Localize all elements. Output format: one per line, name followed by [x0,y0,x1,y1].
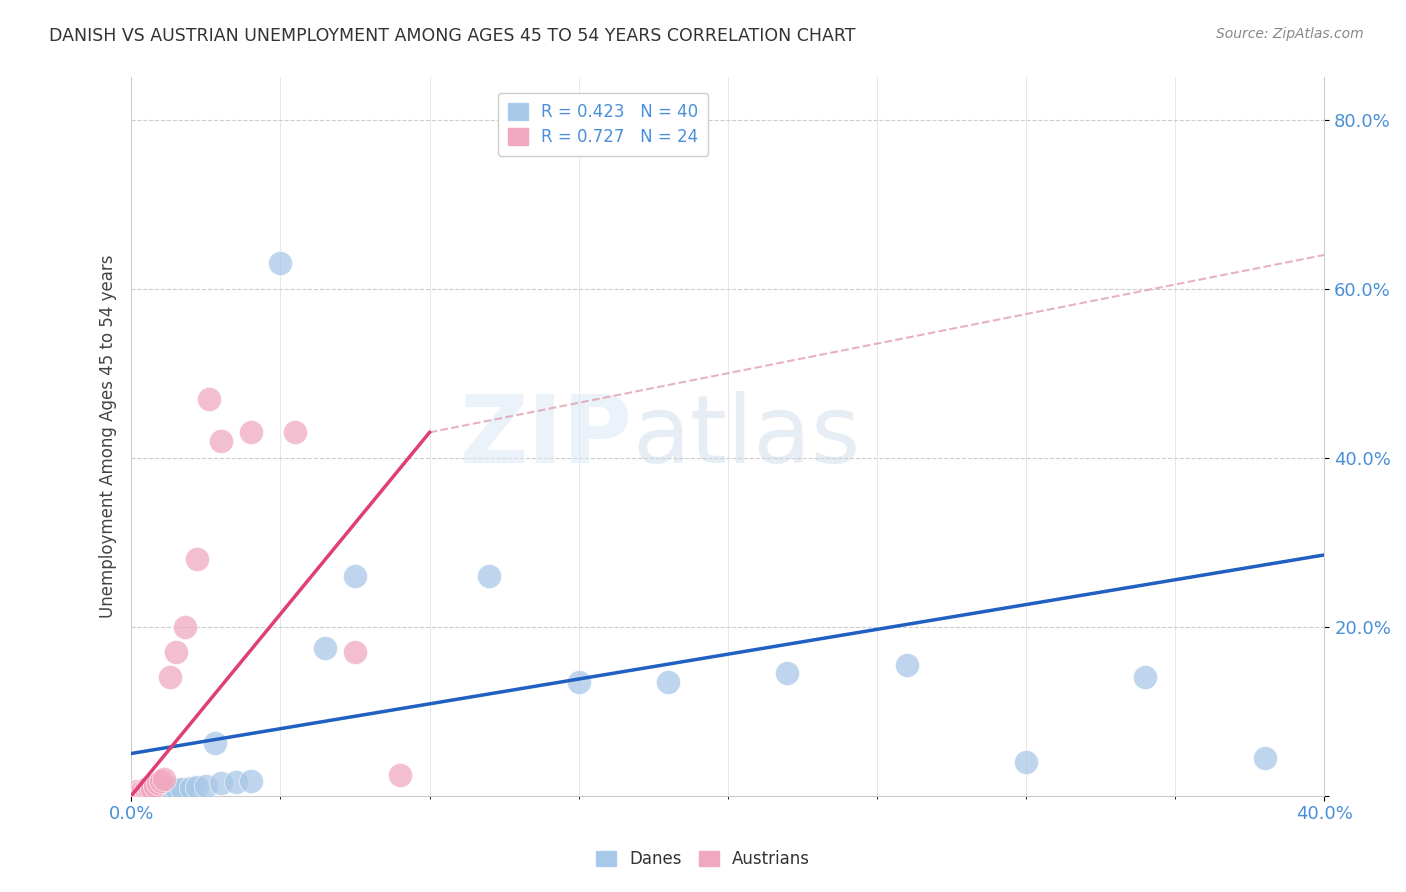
Danes [314,640,336,655]
Austrians [127,783,149,797]
Austrians [174,620,197,634]
Danes [138,785,160,799]
Danes [141,784,163,798]
Legend: Danes, Austrians: Danes, Austrians [589,844,817,875]
Danes [896,657,918,672]
Danes [132,784,155,798]
Austrians [138,780,160,795]
Danes [568,674,591,689]
Danes [194,779,217,793]
Danes [150,784,173,798]
Austrians [122,785,145,799]
Austrians [146,776,169,790]
Y-axis label: Unemployment Among Ages 45 to 54 years: Unemployment Among Ages 45 to 54 years [100,255,117,618]
Austrians [284,425,307,440]
Austrians [129,784,152,798]
Austrians [388,767,411,781]
Danes [146,783,169,797]
Danes [159,782,181,797]
Legend: R = 0.423   N = 40, R = 0.727   N = 24: R = 0.423 N = 40, R = 0.727 N = 24 [498,93,709,156]
Danes [776,666,799,681]
Danes [209,776,232,790]
Danes [478,569,501,583]
Austrians [165,645,187,659]
Austrians [132,782,155,797]
Danes [1254,750,1277,764]
Austrians [343,645,366,659]
Danes [129,783,152,797]
Austrians [143,779,166,793]
Danes [170,782,193,797]
Danes [343,569,366,583]
Danes [150,782,173,797]
Text: atlas: atlas [633,391,860,483]
Danes [165,782,187,797]
Danes [127,786,149,800]
Austrians [127,786,149,800]
Danes [141,783,163,797]
Austrians [135,784,157,798]
Austrians [239,425,262,440]
Austrians [209,434,232,448]
Danes [225,775,247,789]
Danes [162,783,184,797]
Danes [239,773,262,788]
Danes [657,674,679,689]
Austrians [138,783,160,797]
Danes [204,736,226,750]
Danes [135,784,157,798]
Danes [156,783,179,797]
Danes [122,784,145,798]
Austrians [135,782,157,797]
Danes [135,783,157,797]
Danes [1135,670,1157,684]
Austrians [186,552,208,566]
Danes [138,782,160,797]
Text: Source: ZipAtlas.com: Source: ZipAtlas.com [1216,27,1364,41]
Danes [129,785,152,799]
Austrians [153,772,176,786]
Danes [186,780,208,795]
Danes [180,781,202,796]
Danes [132,785,155,799]
Austrians [198,392,221,406]
Danes [1015,755,1038,769]
Danes [143,782,166,797]
Danes [153,782,176,797]
Austrians [141,782,163,797]
Austrians [159,670,181,684]
Danes [269,256,291,270]
Austrians [150,774,173,789]
Text: DANISH VS AUSTRIAN UNEMPLOYMENT AMONG AGES 45 TO 54 YEARS CORRELATION CHART: DANISH VS AUSTRIAN UNEMPLOYMENT AMONG AG… [49,27,856,45]
Text: ZIP: ZIP [460,391,633,483]
